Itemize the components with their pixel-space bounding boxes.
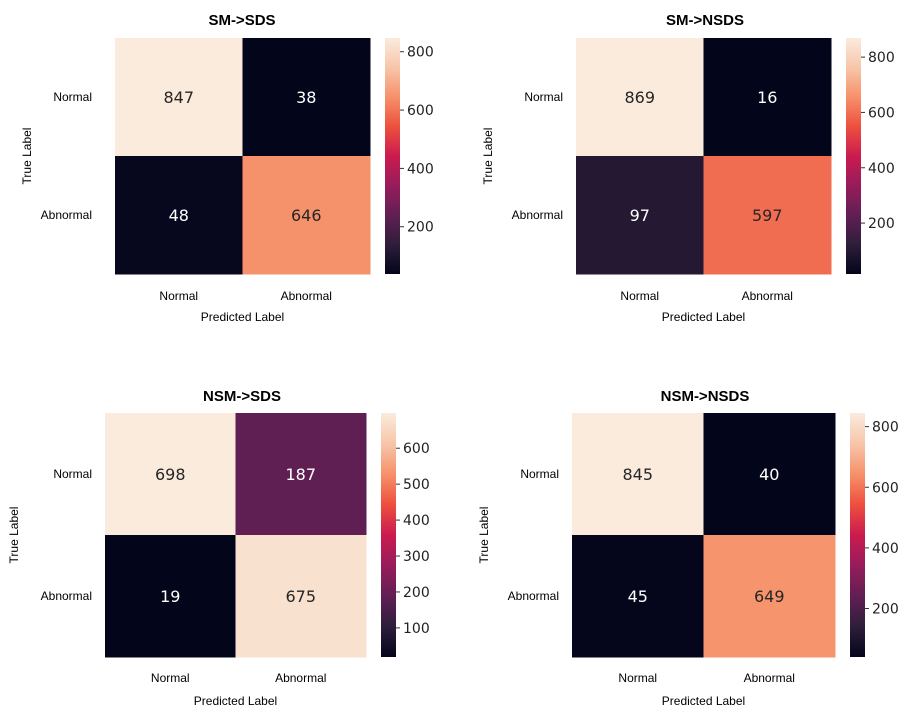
cell-value-label: 48 <box>169 206 189 225</box>
cell-value-label: 845 <box>622 465 653 484</box>
heatmap-cell <box>235 535 367 658</box>
colorbar-tick-label: 600 <box>407 103 434 119</box>
row-tick-label: Abnormal <box>41 208 92 222</box>
heatmap-cell <box>115 156 243 275</box>
y-axis-label: True Label <box>20 128 34 185</box>
cell-value-label: 646 <box>291 206 322 225</box>
heatmap-cell <box>242 156 371 275</box>
cell-value-label: 847 <box>163 88 194 107</box>
cell-value-label: 698 <box>155 465 186 484</box>
cell-value-label: 16 <box>757 88 777 107</box>
cell-value-label: 40 <box>759 465 779 484</box>
cell-value-label: 38 <box>296 88 316 107</box>
heatmap-cell <box>235 413 367 536</box>
colorbar-tick-label: 400 <box>403 513 430 529</box>
heatmap-cell <box>703 156 832 275</box>
colorbar-tick-label: 800 <box>407 45 434 61</box>
colorbar-tick-label: 800 <box>868 50 895 66</box>
cell-value-label: 649 <box>754 587 785 606</box>
column-tick-label: Normal <box>151 671 190 685</box>
panel-title: NSM->NSDS <box>661 388 750 405</box>
colorbar-tick-label: 400 <box>407 161 434 177</box>
heatmap-cell <box>242 38 371 157</box>
y-axis-label: True Label <box>477 507 491 564</box>
cell-value-label: 187 <box>285 465 316 484</box>
row-tick-label: Abnormal <box>41 589 92 603</box>
colorbar-tick-label: 500 <box>403 477 430 493</box>
colorbar-tick-label: 200 <box>872 602 899 618</box>
confusion-matrix-panel-2: SM->NSDS 869 16 97 597 Normal Abnormal Normal Ab… <box>481 12 895 324</box>
heatmap-cell <box>572 413 704 536</box>
heatmap-cell <box>105 413 236 536</box>
confusion-matrix-panel-1: SM->SDS 847 38 48 646 Normal Abnormal Normal Abn… <box>20 12 434 324</box>
row-tick-label: Normal <box>524 90 563 104</box>
cell-value-label: 675 <box>285 587 316 606</box>
colorbar-tick-label: 800 <box>872 420 899 436</box>
colorbar <box>846 38 861 274</box>
heatmap-cell <box>572 535 704 658</box>
x-axis-label: Predicted Label <box>662 310 745 324</box>
colorbar-tick-label: 600 <box>872 480 899 496</box>
colorbar-tick-label: 200 <box>403 585 430 601</box>
panel-title: SM->SDS <box>208 12 275 29</box>
cell-value-label: 19 <box>160 587 180 606</box>
colorbar-tick-label: 300 <box>403 549 430 565</box>
x-axis-label: Predicted Label <box>662 694 745 708</box>
cell-value-label: 597 <box>752 206 783 225</box>
heatmap-cell <box>576 38 704 157</box>
column-tick-label: Abnormal <box>281 289 332 303</box>
column-tick-label: Abnormal <box>275 671 326 685</box>
column-tick-label: Abnormal <box>744 671 795 685</box>
row-tick-label: Abnormal <box>512 208 563 222</box>
heatmap-cell <box>105 535 236 658</box>
cell-value-label: 869 <box>624 88 655 107</box>
colorbar-tick-label: 200 <box>868 216 895 232</box>
heatmap-cell <box>115 38 243 157</box>
row-tick-label: Normal <box>53 467 92 481</box>
heatmap-cell <box>703 38 832 157</box>
column-tick-label: Normal <box>620 289 659 303</box>
colorbar-tick-label: 600 <box>868 105 895 121</box>
row-tick-label: Normal <box>520 467 559 481</box>
confusion-matrix-panel-4: NSM->NSDS 845 40 45 649 Normal Abnormal Normal A… <box>477 388 899 708</box>
y-axis-label: True Label <box>481 128 495 185</box>
heatmap-cell <box>703 413 836 536</box>
heatmap-cell <box>703 535 836 658</box>
y-axis-label: True Label <box>7 507 21 564</box>
column-tick-label: Normal <box>618 671 657 685</box>
panel-title: NSM->SDS <box>203 388 281 405</box>
cell-value-label: 45 <box>628 587 648 606</box>
colorbar-tick-label: 200 <box>407 220 434 236</box>
colorbar-tick-label: 400 <box>868 161 895 177</box>
cell-value-label: 97 <box>630 206 650 225</box>
colorbar <box>381 413 396 657</box>
colorbar <box>385 38 400 274</box>
colorbar-tick-label: 100 <box>403 621 430 637</box>
row-tick-label: Abnormal <box>508 589 559 603</box>
x-axis-label: Predicted Label <box>194 694 277 708</box>
confusion-matrix-panel-3: NSM->SDS 698 187 19 675 Normal Abnormal Normal A… <box>7 388 430 708</box>
column-tick-label: Abnormal <box>742 289 793 303</box>
row-tick-label: Normal <box>53 90 92 104</box>
colorbar-tick-label: 400 <box>872 541 899 557</box>
panel-title: SM->NSDS <box>666 12 744 29</box>
x-axis-label: Predicted Label <box>201 310 284 324</box>
heatmap-cell <box>576 156 704 275</box>
colorbar <box>850 413 865 657</box>
column-tick-label: Normal <box>159 289 198 303</box>
colorbar-tick-label: 600 <box>403 441 430 457</box>
